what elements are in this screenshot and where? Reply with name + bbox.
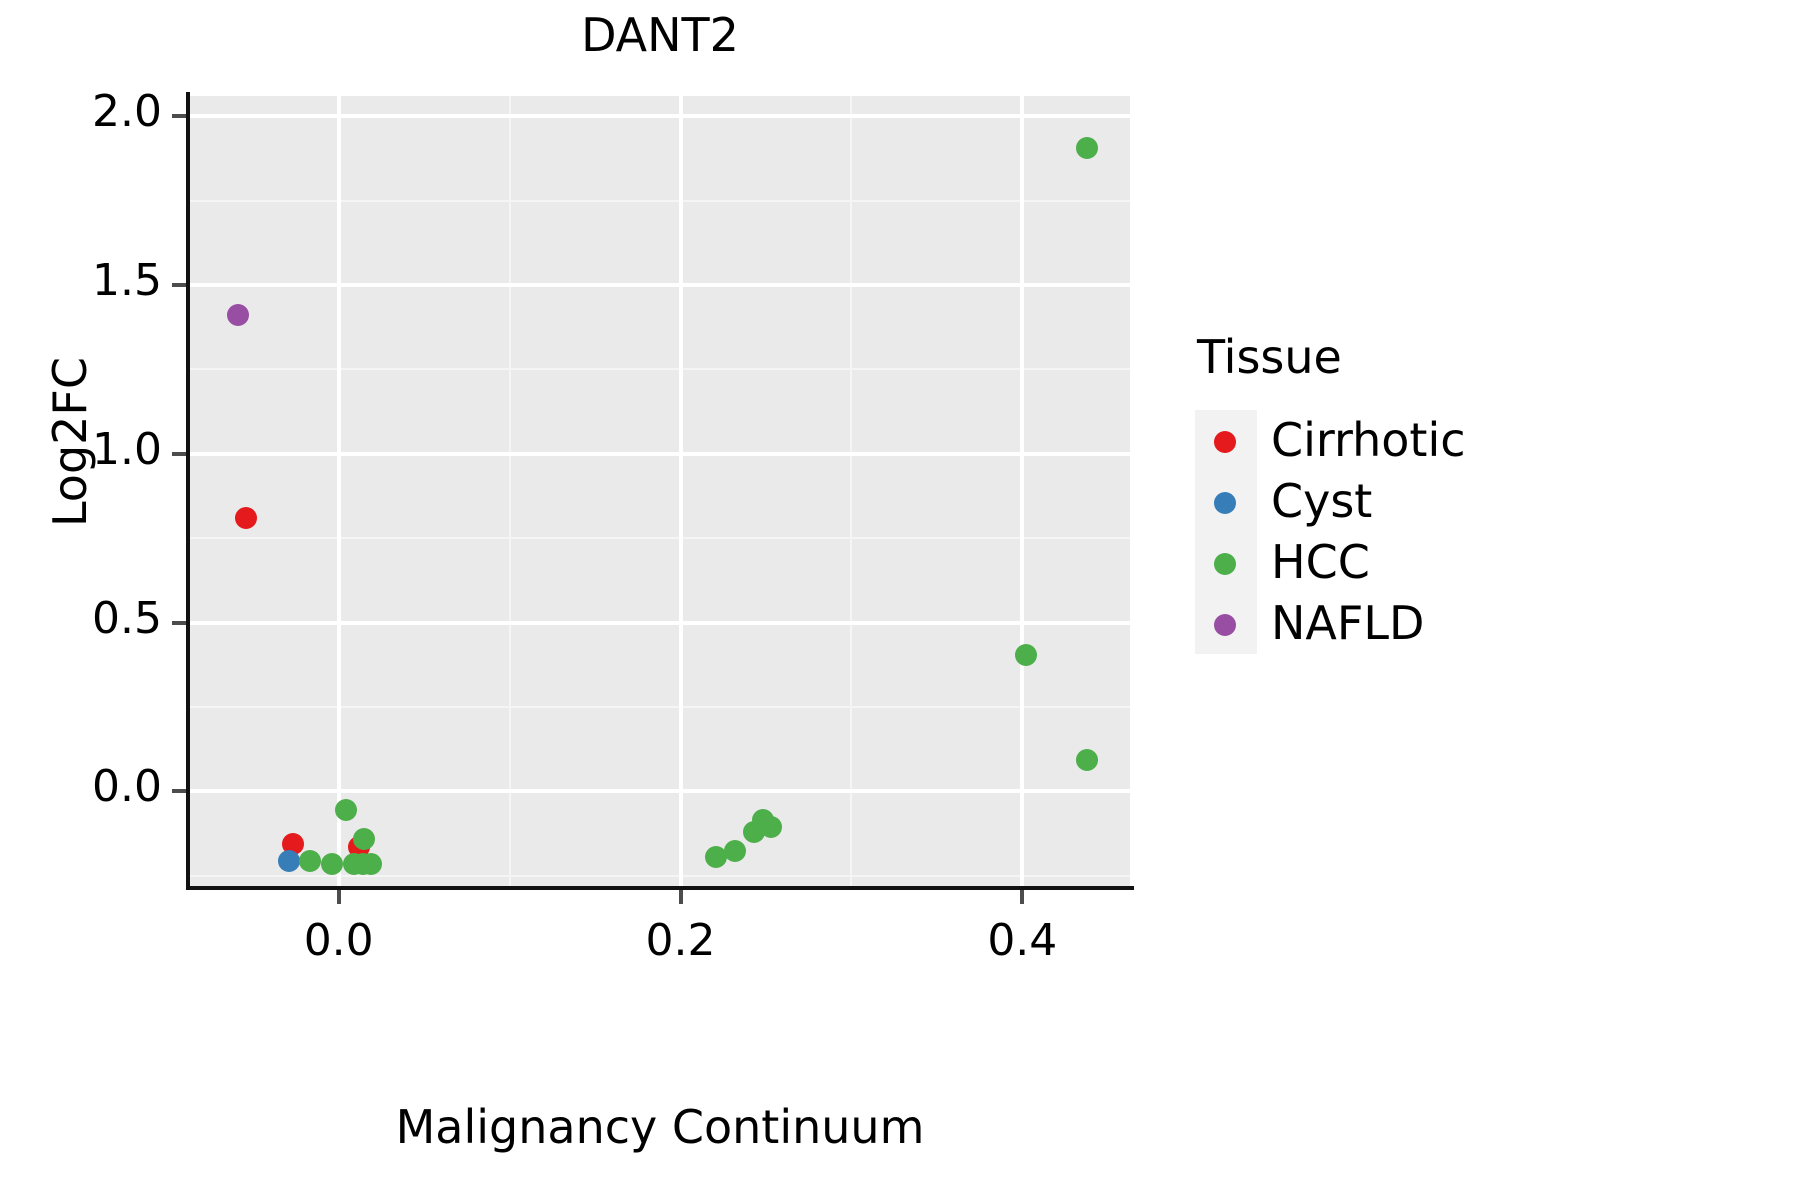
x-tick-mark xyxy=(1020,890,1025,904)
gridline-major-horizontal xyxy=(190,789,1130,794)
gridline-minor-horizontal xyxy=(190,199,1130,202)
x-tick-label: 0.2 xyxy=(645,915,716,966)
gridline-minor-horizontal xyxy=(190,706,1130,709)
legend-swatch-icon xyxy=(1195,593,1257,654)
legend-item-cyst[interactable]: Cyst xyxy=(1195,471,1615,532)
scatter-point-hcc xyxy=(705,846,728,869)
y-tick-label: 2.0 xyxy=(92,86,162,138)
scatter-point-hcc xyxy=(1076,749,1099,772)
scatter-point-hcc xyxy=(1014,643,1037,666)
legend-item-nafld[interactable]: NAFLD xyxy=(1195,593,1615,654)
legend-item-hcc[interactable]: HCC xyxy=(1195,532,1615,593)
gridline-minor-horizontal xyxy=(190,368,1130,371)
plot-panel xyxy=(190,96,1130,886)
scatter-point-cyst xyxy=(278,849,301,872)
legend: Tissue Cirrhotic Cyst HCC NAFLD xyxy=(1195,330,1615,654)
scatter-point-cirrhotic xyxy=(281,832,304,855)
y-axis-line xyxy=(186,92,190,890)
scatter-point-hcc xyxy=(334,799,357,822)
x-axis-label: Malignancy Continuum xyxy=(395,1100,925,1154)
y-tick-mark xyxy=(172,451,186,456)
legend-swatch-icon xyxy=(1195,532,1257,593)
gridline-minor-vertical xyxy=(508,96,511,886)
y-tick-mark xyxy=(172,620,186,625)
x-tick-label: 0.4 xyxy=(987,915,1058,966)
gridline-major-vertical xyxy=(1020,96,1025,886)
gridline-minor-horizontal xyxy=(190,874,1130,877)
y-tick-mark xyxy=(172,114,186,119)
legend-item-label: HCC xyxy=(1271,535,1370,589)
legend-item-cirrhotic[interactable]: Cirrhotic xyxy=(1195,410,1615,471)
x-tick-mark xyxy=(678,890,683,904)
scatter-point-hcc xyxy=(353,827,376,850)
scatter-point-cirrhotic xyxy=(235,507,258,529)
legend-swatch-icon xyxy=(1195,471,1257,532)
scatter-point-hcc xyxy=(760,815,783,838)
scatter-point-hcc xyxy=(1076,136,1099,159)
gridline-major-horizontal xyxy=(190,283,1130,288)
y-tick-mark xyxy=(172,789,186,794)
y-tick-label: 0.5 xyxy=(92,592,162,644)
legend-title: Tissue xyxy=(1197,330,1342,384)
scatter-point-hcc xyxy=(724,839,747,862)
gridline-major-horizontal xyxy=(190,620,1130,625)
y-axis-label: Log2FC xyxy=(43,357,97,528)
x-tick-mark xyxy=(336,890,341,904)
legend-items: Cirrhotic Cyst HCC NAFLD xyxy=(1195,410,1615,654)
scatter-point-nafld xyxy=(226,304,249,327)
legend-swatch-icon xyxy=(1195,410,1257,471)
gridline-major-vertical xyxy=(336,96,341,886)
page-title: DANT2 xyxy=(581,8,739,62)
legend-item-label: Cyst xyxy=(1271,474,1373,528)
legend-item-label: Cirrhotic xyxy=(1271,413,1466,467)
x-axis-line xyxy=(186,886,1134,890)
gridline-minor-vertical xyxy=(850,96,853,886)
gridline-major-vertical xyxy=(678,96,683,886)
y-tick-label: 1.0 xyxy=(92,423,162,475)
y-tick-label: 1.5 xyxy=(92,255,162,307)
gridline-major-horizontal xyxy=(190,114,1130,119)
gridline-major-horizontal xyxy=(190,451,1130,456)
scatter-point-hcc xyxy=(320,853,343,876)
gridline-minor-horizontal xyxy=(190,537,1130,540)
scatter-point-hcc xyxy=(298,849,321,872)
y-tick-label: 0.0 xyxy=(92,761,162,813)
x-tick-label: 0.0 xyxy=(303,915,374,966)
legend-item-label: NAFLD xyxy=(1271,596,1425,650)
scatter-point-hcc xyxy=(360,853,383,876)
y-tick-mark xyxy=(172,283,186,288)
